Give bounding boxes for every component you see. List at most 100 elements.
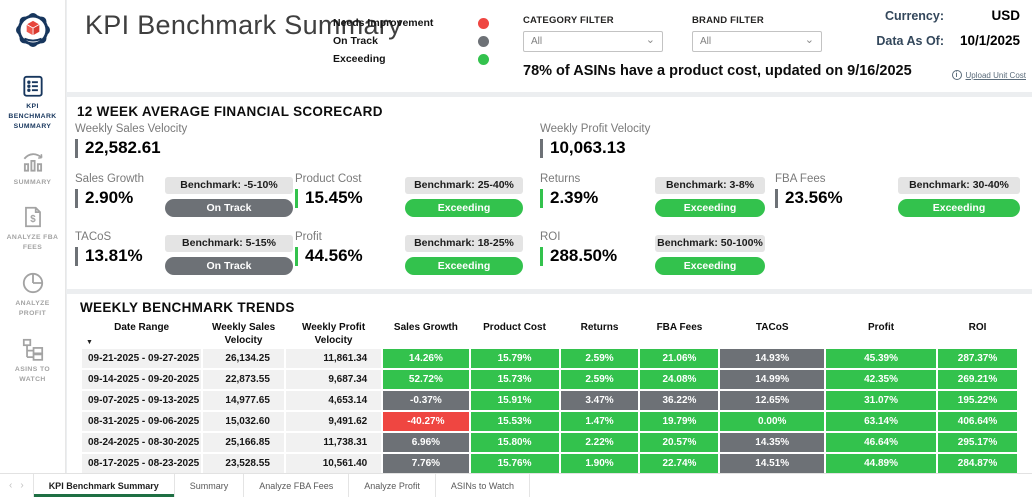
kpi-metric: Sales Growth 2.90% [75, 173, 144, 208]
report-tab-bar: ‹ › KPI Benchmark Summary Summary Analyze … [0, 473, 1032, 497]
weekly-sales-velocity-cell: 23,528.55 [203, 454, 284, 473]
status-badge: On Track [165, 257, 293, 275]
date-range-cell: 09-21-2025 - 09-27-2025 [82, 349, 202, 368]
tab-analyze-fba-fees[interactable]: Analyze FBA Fees [244, 474, 350, 497]
weekly-profit-velocity-cell: 9,491.62 [285, 412, 382, 431]
bar-chart-icon [20, 149, 46, 175]
metric-accent-bar [75, 138, 78, 158]
metric-number: 44.56% [305, 246, 363, 265]
weekly-profit-velocity-cell: 9,687.34 [285, 370, 382, 389]
kpi-status-cell: 45.39% [826, 349, 937, 368]
kpi-benchmark-group: Benchmark: 5-15% On Track [165, 235, 293, 275]
header: KPI Benchmark Summary Needs Improvement O… [67, 0, 1032, 92]
metric-value: 2.39% [540, 188, 598, 208]
main-content: KPI Benchmark Summary Needs Improvement O… [67, 0, 1032, 473]
kpi-benchmark-group: Benchmark: 50-100% Exceeding [655, 235, 765, 275]
clipboard-list-icon [20, 73, 46, 99]
green-legend-dot [478, 53, 489, 65]
trends-column-header: Product Cost [483, 322, 546, 333]
info-icon: i [951, 70, 962, 80]
sidebar-item-asins-to-watch[interactable]: ASINS TO WATCH [0, 336, 65, 385]
kpi-status-cell: 295.17% [938, 433, 1017, 452]
date-range-cell: 08-17-2025 - 08-23-2025 [82, 454, 202, 473]
table-row: 08-17-2025 - 08-23-2025 23,528.55 10,561.4… [82, 454, 1017, 473]
kpi-status-cell: 15.73% [470, 370, 559, 389]
sidebar-nav: KPI BENCHMARK SUMMARY SUMMARY $ ANALYZE FBA… [0, 73, 65, 384]
kpi-status-cell: 15.91% [470, 391, 559, 410]
pie-chart-icon [20, 270, 46, 296]
metric-value: 13.81% [75, 246, 143, 266]
metric-accent-bar [775, 188, 778, 208]
kpi-status-cell: 14.51% [720, 454, 825, 473]
metric-label: Product Cost [295, 173, 362, 185]
metric-value: 10,063.13 [540, 138, 650, 158]
metric-value: 22,582.61 [75, 138, 187, 158]
kpi-status-cell: 195.22% [938, 391, 1017, 410]
sidebar-item-analyze-fba-fees[interactable]: $ ANALYZE FBA FEES [0, 204, 65, 253]
metric-number: 10,063.13 [550, 138, 626, 157]
red-legend-dot [478, 17, 489, 29]
trends: WEEKLY BENCHMARK TRENDS Date Range ▼ Weekl… [67, 294, 1032, 473]
sort-filter-caret-icon[interactable]: ▼ [86, 339, 93, 347]
weekly-sales-velocity-cell: 25,166.85 [203, 433, 284, 452]
status-legend: Needs Improvement On Track Exceeding [333, 17, 489, 71]
sidebar-item-label: KPI BENCHMARK SUMMARY [8, 103, 57, 130]
metric-accent-bar [540, 246, 543, 266]
kpi-status-cell: 14.99% [720, 370, 825, 389]
kpi-metric: FBA Fees 23.56% [775, 173, 843, 208]
benchmark-pill: Benchmark: 3-8% [655, 177, 765, 194]
trends-table: Date Range ▼ Weekly Sales Velocity Weekly P… [80, 317, 1019, 473]
sidebar-item-summary[interactable]: SUMMARY [0, 149, 65, 188]
tab-asins-to-watch[interactable]: ASINs to Watch [436, 474, 531, 497]
kpi-status-cell: 42.35% [826, 370, 937, 389]
trends-column-header: Weekly Sales Velocity [211, 322, 276, 346]
sidebar-item-kpi-benchmark-summary[interactable]: KPI BENCHMARK SUMMARY [0, 73, 65, 132]
kpi-status-cell: 24.08% [640, 370, 719, 389]
legend-item: Exceeding [333, 53, 489, 65]
brand-filter-dropdown[interactable]: All ⌄ [692, 31, 822, 52]
tab-nav-arrows: ‹ › [0, 474, 33, 497]
tab-kpi-benchmark-summary[interactable]: KPI Benchmark Summary [32, 474, 175, 497]
kpi-status-cell: 15.53% [470, 412, 559, 431]
metric-value: 2.90% [75, 188, 144, 208]
upload-unit-cost-link[interactable]: i Upload Unit Cost [951, 70, 1026, 80]
trends-column-header: Returns [580, 322, 619, 333]
kpi-status-cell: 2.59% [560, 370, 639, 389]
tab-next-arrow-icon[interactable]: › [20, 480, 24, 491]
brand-filter-label: BRAND FILTER [692, 15, 764, 26]
category-filter: CATEGORY FILTER All ⌄ [523, 15, 663, 52]
metric-number: 23.56% [785, 188, 843, 207]
benchmark-pill: Benchmark: 25-40% [405, 177, 523, 194]
metric-label: Sales Growth [75, 173, 145, 185]
sidebar-item-analyze-profit[interactable]: ANALYZE PROFIT [0, 270, 65, 319]
tab-analyze-profit[interactable]: Analyze Profit [349, 474, 436, 497]
kpi-status-cell: 406.64% [938, 412, 1017, 431]
svg-text:$: $ [30, 214, 36, 225]
kpi-status-cell: 44.89% [826, 454, 937, 473]
category-filter-dropdown[interactable]: All ⌄ [523, 31, 663, 52]
weekly-sales-velocity-cell: 15,032.60 [203, 412, 284, 431]
metric-label: FBA Fees [775, 173, 826, 185]
metric-number: 15.45% [305, 188, 363, 207]
tab-summary[interactable]: Summary [175, 474, 245, 497]
table-row: 09-07-2025 - 09-13-2025 14,977.65 4,653.14… [82, 391, 1017, 410]
kpi-benchmark-group: Benchmark: -5-10% On Track [165, 177, 293, 217]
kpi-benchmark-group: Benchmark: 18-25% Exceeding [405, 235, 523, 275]
metric-label: ROI [540, 231, 561, 243]
tab-prev-arrow-icon[interactable]: ‹ [9, 480, 13, 491]
metric-value: 288.50% [540, 246, 617, 266]
currency-label: Currency: [884, 9, 944, 23]
weekly-sales-velocity-cell: 22,873.55 [203, 370, 284, 389]
kpi-status-cell: 15.80% [470, 433, 559, 452]
kpi-status-cell: 284.87% [938, 454, 1017, 473]
velocity-metric: Weekly Sales Velocity 22,582.61 [75, 123, 187, 158]
kpi-status-cell: 2.59% [560, 349, 639, 368]
kpi-status-cell: 63.14% [826, 412, 937, 431]
trends-column-header: Profit [867, 322, 895, 333]
metric-accent-bar [540, 138, 543, 158]
metric-accent-bar [75, 246, 78, 266]
brand-filter-value: All [700, 36, 712, 47]
kpi-metric: Product Cost 15.45% [295, 173, 363, 208]
sidebar-item-label: ANALYZE PROFIT [15, 300, 50, 317]
kpi-metric: Profit 44.56% [295, 231, 363, 266]
